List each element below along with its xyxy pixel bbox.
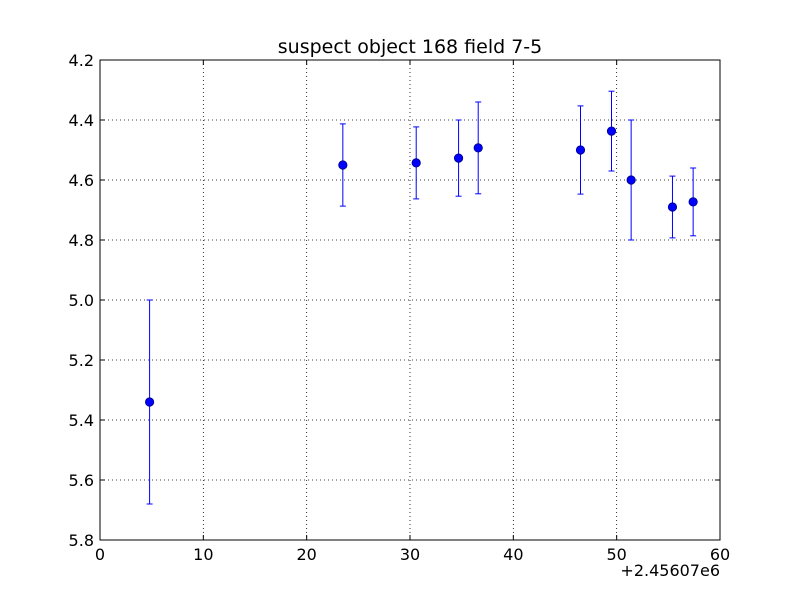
y-tick-label: 5.6 <box>69 471 94 490</box>
data-point-group <box>606 90 617 172</box>
ticks <box>99 59 721 541</box>
data-point-group <box>688 167 698 237</box>
x-tick-label: 60 <box>710 545 730 564</box>
data-point <box>606 126 617 136</box>
data-series <box>145 90 698 505</box>
data-point <box>626 175 636 185</box>
data-point <box>411 158 421 168</box>
data-point-group <box>145 299 155 505</box>
y-tick-label: 4.6 <box>69 171 94 190</box>
y-tick-label: 4.4 <box>69 111 94 130</box>
y-tick-label: 4.2 <box>69 51 94 70</box>
x-tick-label: 10 <box>193 545 213 564</box>
x-tick-label: 20 <box>296 545 316 564</box>
data-point-group <box>411 126 421 200</box>
y-tick-label: 5.8 <box>69 531 94 550</box>
data-point-group <box>667 175 678 239</box>
y-tick-label: 5.2 <box>69 351 94 370</box>
y-tick-label: 5.0 <box>69 291 94 310</box>
data-point <box>667 202 678 212</box>
data-point-group <box>453 119 464 197</box>
x-axis-offset-label: +2.45607e6 <box>620 561 720 580</box>
data-point-group <box>473 101 483 195</box>
x-tick-label: 30 <box>400 545 420 564</box>
data-point <box>453 153 464 163</box>
y-tick-label: 4.8 <box>69 231 94 250</box>
data-point <box>338 160 348 170</box>
grid <box>100 60 720 540</box>
x-tick-label: 50 <box>606 545 626 564</box>
data-point <box>473 143 483 153</box>
data-point-group <box>626 119 636 241</box>
data-point <box>688 197 698 207</box>
data-point <box>145 397 155 407</box>
x-tick-label: 0 <box>95 545 105 564</box>
data-point <box>575 145 586 155</box>
tick-labels: 0 10 20 30 40 50 60 4.2 4.4 4.6 4.8 5.0 5.2 5.4 5.6 5.8 <box>69 51 731 564</box>
data-point-group <box>338 123 348 207</box>
x-tick-label: 40 <box>503 545 523 564</box>
chart-title: suspect object 168 field 7-5 <box>278 36 543 58</box>
data-point-group <box>575 105 586 195</box>
y-tick-label: 5.4 <box>69 411 94 430</box>
